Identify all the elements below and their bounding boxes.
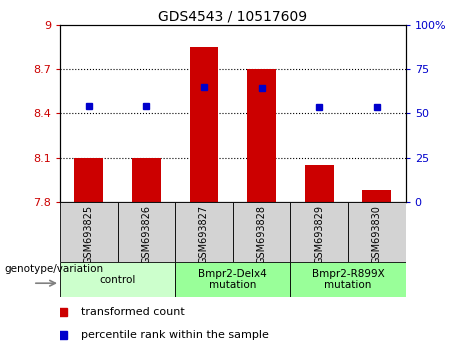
- Text: GSM693825: GSM693825: [84, 205, 94, 264]
- Bar: [118, 202, 175, 262]
- Text: GSM693829: GSM693829: [314, 205, 324, 264]
- Bar: [175, 202, 233, 262]
- Bar: [74, 158, 103, 202]
- Text: GSM693830: GSM693830: [372, 205, 382, 264]
- Bar: [290, 262, 406, 297]
- Bar: [189, 47, 219, 202]
- Text: Bmpr2-R899X
mutation: Bmpr2-R899X mutation: [312, 269, 384, 291]
- Text: genotype/variation: genotype/variation: [5, 264, 104, 274]
- Bar: [247, 69, 276, 202]
- Text: GSM693828: GSM693828: [257, 205, 266, 264]
- Bar: [305, 165, 334, 202]
- Bar: [60, 202, 118, 262]
- Bar: [348, 202, 406, 262]
- Text: transformed count: transformed count: [81, 307, 184, 318]
- Text: Bmpr2-Delx4
mutation: Bmpr2-Delx4 mutation: [198, 269, 267, 291]
- Text: control: control: [100, 275, 136, 285]
- Bar: [175, 262, 290, 297]
- Bar: [362, 190, 391, 202]
- Bar: [60, 262, 175, 297]
- Text: GSM693826: GSM693826: [142, 205, 151, 264]
- Title: GDS4543 / 10517609: GDS4543 / 10517609: [158, 10, 307, 24]
- Bar: [290, 202, 348, 262]
- Text: GSM693827: GSM693827: [199, 205, 209, 264]
- Text: percentile rank within the sample: percentile rank within the sample: [81, 330, 269, 341]
- Bar: [132, 158, 161, 202]
- Bar: [233, 202, 290, 262]
